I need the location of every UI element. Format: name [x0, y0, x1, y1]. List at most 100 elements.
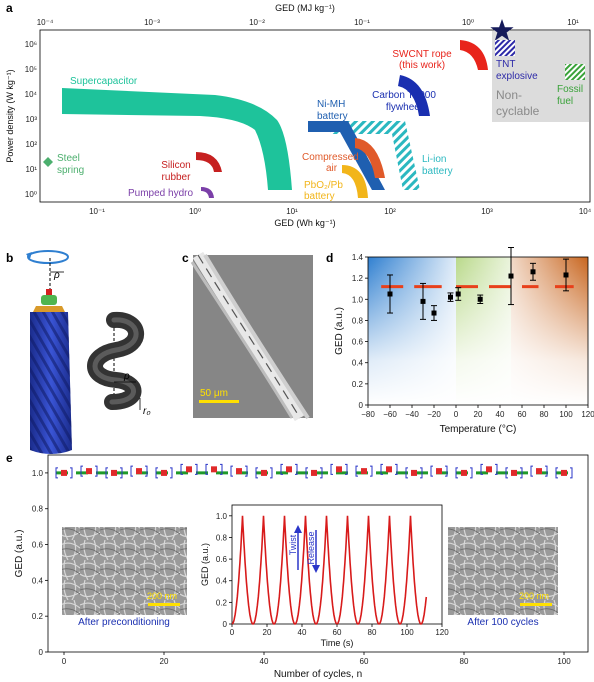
bracket-right — [195, 463, 198, 475]
cycle-point — [286, 466, 292, 473]
x-tick-label: 100 — [557, 657, 571, 666]
cycle-point — [211, 466, 217, 473]
cycle-point — [486, 466, 492, 473]
bracket-left — [255, 467, 258, 479]
bracket-right — [495, 463, 498, 475]
rope-illustration: ρ — [26, 250, 72, 454]
tnt-region — [495, 40, 515, 56]
bracket-left — [380, 463, 383, 475]
cycle-point — [61, 469, 67, 476]
cycle-point — [86, 468, 92, 475]
swcnt-label-2: (this work) — [399, 60, 445, 71]
pumped-hydro-region — [201, 187, 214, 198]
silicon-rubber-label-1: Silicon — [161, 160, 190, 171]
x-tick-label: 100 — [400, 628, 414, 637]
fossil-fuel-region — [565, 64, 585, 80]
tnt-label-2: explosive — [496, 71, 538, 82]
bottom-tick: 10⁰ — [189, 207, 201, 216]
y-tick-label: 0.6 — [216, 555, 228, 564]
y-axis-ticks: 10⁰ 10¹ 10² 10³ 10⁴ 10⁵ 10⁶ — [25, 40, 38, 199]
data-point — [420, 298, 426, 304]
x-tick-label: −20 — [427, 410, 441, 419]
y-tick-label: 0.4 — [352, 359, 364, 368]
r0-label: r₀ — [143, 406, 151, 417]
pumped-hydro-label: Pumped hydro — [128, 188, 193, 199]
bracket-right — [270, 467, 273, 479]
y-tick: 10⁵ — [25, 65, 37, 74]
silicon-rubber-label-2: rubber — [162, 172, 192, 183]
bracket-right — [295, 463, 298, 475]
bracket-right — [370, 465, 373, 477]
supercapacitor-label: Supercapacitor — [70, 76, 138, 87]
pbo2-label-1: PbO₂/Pb — [304, 180, 343, 191]
rope-top-red — [46, 289, 52, 295]
cycle-point — [186, 466, 192, 473]
swcnt-label-1: SWCNT rope — [392, 49, 452, 60]
data-point — [477, 296, 483, 302]
region-fade — [368, 257, 588, 405]
pbo2-region — [342, 165, 368, 198]
fossil-fuel-label-2: fuel — [557, 96, 573, 107]
silicon-rubber-region — [196, 152, 222, 172]
chart-d: −80 −60 −40 −20 0 20 40 60 80 100 120 0 0.2 0.4 0.6 0.8… — [334, 246, 594, 435]
bracket-left — [55, 467, 58, 479]
caption-preconditioning: After preconditioning — [78, 617, 170, 628]
bracket-left — [180, 463, 183, 475]
bracket-right — [245, 465, 248, 477]
bracket-right — [220, 463, 223, 475]
cycle-point — [411, 469, 417, 476]
panel-b-letter: b — [6, 251, 13, 265]
non-cyclable-label-2: cyclable — [496, 104, 540, 118]
coil-illustration: ρ r₀ — [87, 311, 151, 417]
scale-label-e-left: 200 nm — [147, 591, 177, 601]
caption-100-cycles: After 100 cycles — [467, 617, 538, 628]
data-point — [431, 310, 437, 316]
bottom-tick: 10² — [384, 207, 396, 216]
bracket-left — [480, 463, 483, 475]
bracket-right — [420, 467, 423, 479]
cycle-point — [261, 469, 267, 476]
y-tick-label: 0.4 — [216, 577, 228, 586]
bottom-axis-ticks: 10⁻¹ 10⁰ 10¹ 10² 10³ 10⁴ — [89, 207, 592, 216]
x-tick-label: 20 — [263, 628, 272, 637]
y-tick-label: 1.0 — [32, 469, 44, 478]
chart-e: 0 20 40 60 80 100 0 0.2 0.4 0.6 0.8 1.0 Number of cy… — [14, 454, 589, 680]
cycle-point — [536, 468, 542, 475]
bracket-left — [530, 465, 533, 477]
panel-a-frame — [39, 29, 591, 203]
bracket-right — [345, 463, 348, 475]
bracket-left — [280, 463, 283, 475]
arrow-down-icon — [312, 565, 320, 573]
fossil-fuel-label-1: Fossil — [557, 84, 583, 95]
bracket-left — [305, 467, 308, 479]
x-tick-label: 0 — [454, 410, 459, 419]
y-tick-label: 0.6 — [32, 541, 44, 550]
compressed-air-region — [355, 138, 385, 178]
x-tick-label: −40 — [405, 410, 419, 419]
x-tick-label: 40 — [298, 628, 307, 637]
panel-d-letter: d — [326, 251, 333, 265]
bracket-right — [95, 465, 98, 477]
bracket-right — [70, 467, 73, 479]
bracket-left — [105, 467, 108, 479]
top-tick: 10⁰ — [462, 18, 474, 27]
release-label: Release — [306, 531, 316, 564]
x-tick-label: −60 — [383, 410, 397, 419]
x-tick-label: 0 — [230, 628, 235, 637]
cycle-point — [511, 469, 517, 476]
bottom-tick: 10¹ — [286, 207, 298, 216]
non-cyclable-label-1: Non- — [496, 88, 522, 102]
swcnt-region — [460, 40, 488, 70]
x-tick-label: 80 — [368, 628, 377, 637]
inset-ged-curve — [231, 515, 428, 625]
arrow-up-icon — [294, 525, 302, 533]
ni-mh-region — [308, 121, 385, 190]
x-tick-label: 120 — [581, 410, 594, 419]
bottom-axis-label: GED (Wh kg⁻¹) — [274, 218, 335, 228]
cycle-point — [461, 469, 467, 476]
y-tick-label: 0.8 — [32, 505, 44, 514]
cycle-point — [236, 468, 242, 475]
bracket-right — [120, 467, 123, 479]
bracket-right — [570, 467, 573, 479]
